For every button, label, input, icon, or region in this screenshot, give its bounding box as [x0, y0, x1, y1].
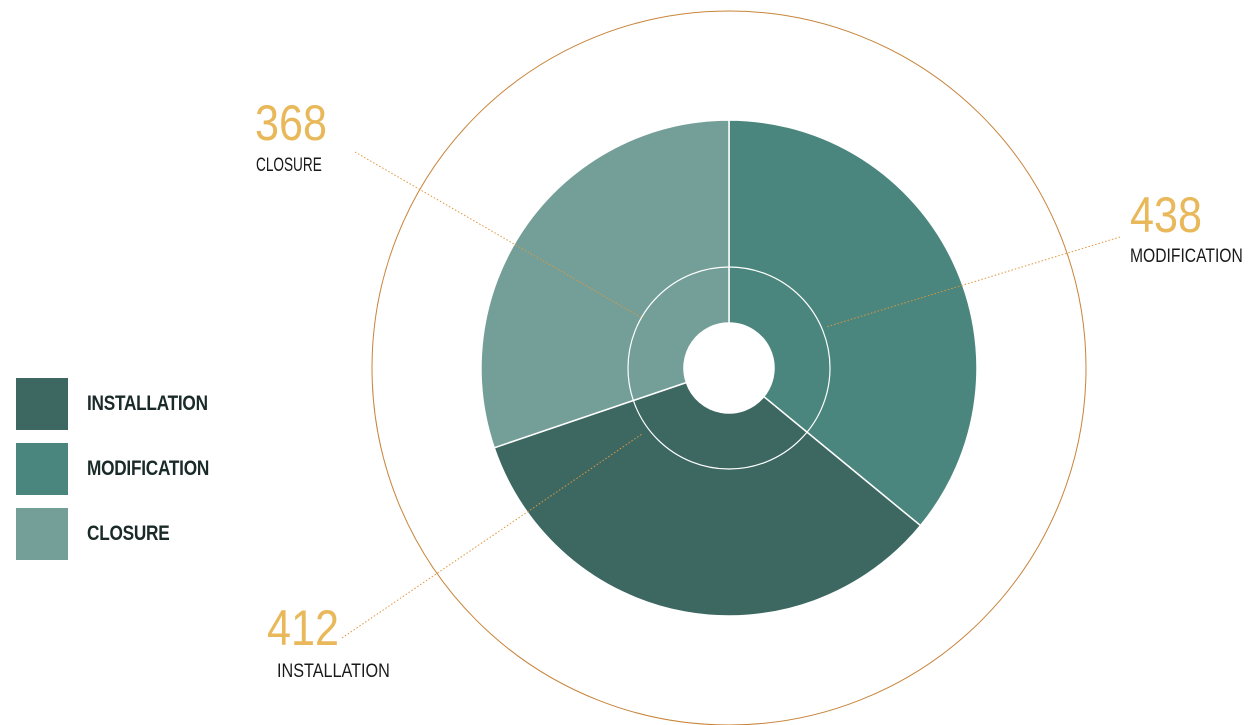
- legend-item-installation: INSTALLATION: [16, 378, 236, 430]
- legend-swatch-closure: [16, 508, 68, 560]
- callout-value-installation: 412: [267, 600, 339, 656]
- outer-ring: [371, 10, 1087, 725]
- legend-item-closure: CLOSURE: [16, 508, 236, 560]
- leader-lines-group: [341, 151, 1121, 639]
- legend-item-modification: MODIFICATION: [16, 443, 236, 495]
- legend-label-closure: CLOSURE: [87, 522, 170, 545]
- legend-label-installation: INSTALLATION: [87, 392, 208, 415]
- legend: INSTALLATION MODIFICATION CLOSURE: [16, 378, 236, 573]
- callout-label-installation: INSTALLATION: [277, 661, 390, 682]
- inner-ring: [627, 266, 831, 470]
- leader-line-closure: [354, 151, 643, 319]
- callout-value-closure: 368: [255, 95, 327, 151]
- leader-line-modification: [825, 236, 1121, 328]
- legend-swatch-modification: [16, 443, 68, 495]
- callouts-group: 412 INSTALLATION 438 MODIFICATION 368 CLOSURE: [255, 95, 1243, 682]
- callout-label-modification: MODIFICATION: [1130, 246, 1243, 267]
- leader-line-installation: [341, 433, 643, 639]
- callout-value-modification: 438: [1130, 187, 1202, 243]
- center-hole: [684, 323, 774, 413]
- slices-group: [480, 119, 978, 617]
- callout-label-closure: CLOSURE: [256, 155, 322, 176]
- legend-swatch-installation: [16, 378, 68, 430]
- legend-label-modification: MODIFICATION: [87, 457, 210, 480]
